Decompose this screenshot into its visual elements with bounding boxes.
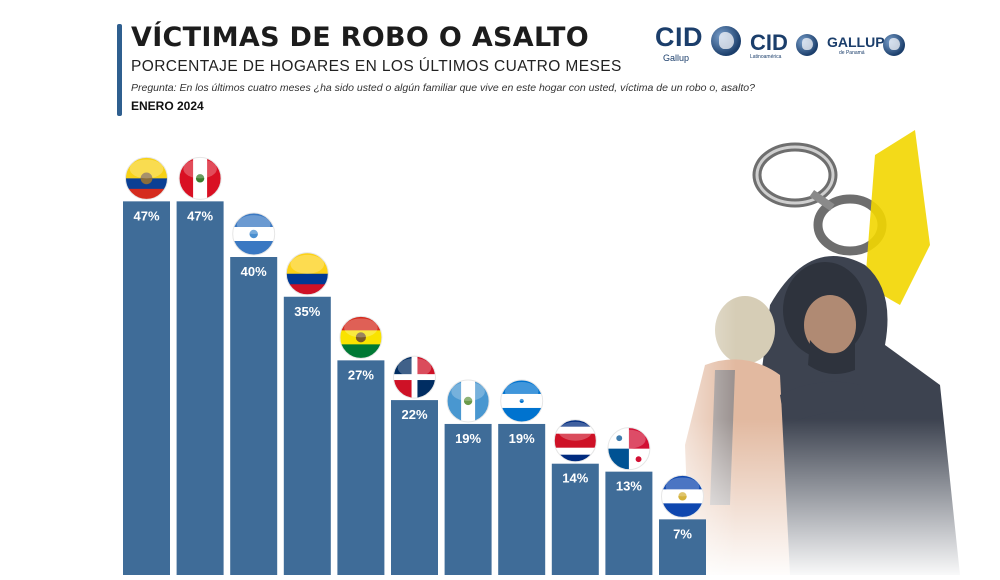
honduras-flag-icon [500, 379, 543, 422]
flag-border [500, 379, 544, 423]
gallup-panama-logo-sub: de Panamá [839, 50, 865, 56]
flag-border [446, 379, 490, 423]
cid-latinoamerica-logo: CID Latinoamérica [750, 30, 818, 60]
logo-group: CID Gallup CID Latinoamérica GALLUP de P… [655, 22, 905, 70]
bar-nicaragua [230, 257, 278, 575]
globe-icon [796, 34, 818, 56]
flag-border [393, 355, 436, 399]
bar-el-salvador [659, 519, 706, 575]
cid-gallup-logo-text: CID [655, 22, 703, 52]
bar-república-dominicana [391, 400, 438, 575]
cid-gallup-logo-sub: Gallup [663, 53, 690, 63]
peru-flag-icon [179, 157, 222, 200]
costa-rica-flag-icon [554, 419, 597, 462]
gallup-panama-logo: GALLUP de Panamá [827, 34, 905, 56]
survey-date: ENERO 2024 [131, 99, 204, 113]
flag-border [178, 156, 222, 200]
globe-icon [711, 26, 741, 56]
flag-border [285, 252, 329, 296]
bar-guatemala [444, 423, 492, 575]
bolivia-flag-icon [339, 316, 382, 359]
flag-border [661, 474, 704, 518]
bar-value-label: 19% [509, 431, 535, 446]
bar-honduras [498, 423, 546, 575]
bar-value-label: 19% [455, 431, 481, 446]
cid-latinoamerica-logo-sub: Latinoamérica [750, 54, 782, 60]
nicaragua-flag-icon [232, 213, 275, 255]
bar-value-label: 7% [673, 526, 692, 541]
gallup-panama-logo-text: GALLUP [827, 34, 885, 50]
globe-icon [883, 34, 905, 56]
bar-value-label: 13% [616, 479, 642, 494]
bar-value-label: 14% [562, 471, 588, 486]
bar-value-label: 47% [187, 208, 213, 223]
bar-value-label: 27% [348, 367, 374, 382]
bar-value-label: 47% [133, 208, 159, 223]
el-salvador-flag-icon [661, 475, 704, 518]
cid-latinoamerica-logo-text: CID [750, 30, 788, 55]
bar-bolivia [337, 360, 385, 575]
flag-border [232, 212, 276, 256]
bar-costa-rica [551, 463, 599, 575]
bar-panamá [605, 471, 653, 575]
dominican-republic-flag-icon [393, 356, 436, 399]
guatemala-flag-icon [447, 379, 490, 422]
flag-border [125, 156, 168, 200]
flag-border [553, 419, 597, 463]
chart-title: VÍCTIMAS DE ROBO O ASALTO [131, 22, 589, 53]
bar-colombia [283, 296, 331, 575]
ecuador-flag-icon [125, 157, 168, 200]
bar-value-label: 35% [294, 304, 320, 319]
colombia-flag-icon [286, 252, 329, 295]
flag-border [607, 427, 651, 471]
flag-border [339, 315, 383, 359]
bar-ecuador [123, 201, 170, 575]
survey-question: Pregunta: En los últimos cuatro meses ¿h… [131, 82, 755, 94]
title-accent-bar [117, 24, 122, 116]
bar-value-label: 22% [401, 407, 427, 422]
chart-subtitle: PORCENTAJE DE HOGARES EN LOS ÚLTIMOS CUA… [131, 58, 622, 75]
cid-gallup-logo: CID Gallup [655, 22, 741, 63]
bar-value-label: 40% [241, 264, 267, 279]
bar-perú [176, 201, 224, 575]
panama-flag-icon [607, 427, 650, 470]
